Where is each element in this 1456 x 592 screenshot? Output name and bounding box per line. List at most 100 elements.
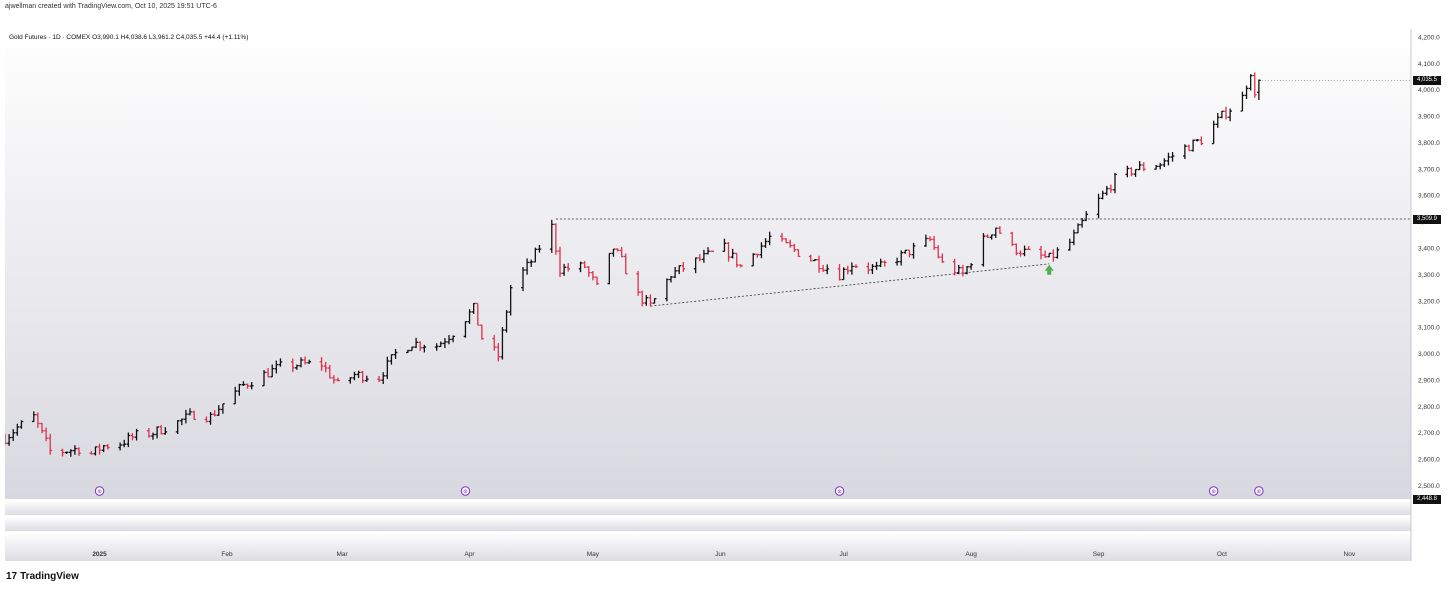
ohlc-bar bbox=[665, 278, 669, 302]
ohlc-bar bbox=[184, 409, 188, 424]
ohlc-bar bbox=[1113, 172, 1117, 194]
ohlc-bar bbox=[874, 261, 879, 270]
event-marker-icon[interactable]: ⊛ bbox=[834, 486, 845, 496]
ohlc-bar bbox=[1072, 229, 1076, 246]
ohlc-bar bbox=[1043, 250, 1047, 259]
symbol-legend[interactable]: Gold Futures · 1D · COMEX O3,990.1 H4,03… bbox=[9, 34, 249, 41]
ohlc-bar bbox=[1141, 162, 1146, 172]
ohlc-bar bbox=[673, 266, 677, 279]
ohlc-bar bbox=[640, 290, 645, 307]
ohlc-bar bbox=[1240, 91, 1245, 112]
chart-caption: ajwellman created with TradingView.com, … bbox=[5, 3, 217, 10]
ohlc-bar bbox=[323, 361, 328, 373]
event-marker-icon[interactable]: ⊛ bbox=[94, 486, 105, 496]
price-tick-label: 3,200.0 bbox=[1418, 298, 1440, 305]
ohlc-bar bbox=[48, 433, 53, 455]
ohlc-bar bbox=[870, 263, 875, 275]
time-axis[interactable]: 2025 Feb Mar Apr May Jun Jul Aug Sep Oct Nov bbox=[92, 551, 1356, 558]
ohlc-bar bbox=[1154, 165, 1158, 170]
event-marker-ring bbox=[460, 486, 471, 496]
ohlc-bar bbox=[1183, 144, 1187, 160]
ohlc-bar bbox=[508, 284, 513, 316]
price-tick-label: 4,000.0 bbox=[1418, 87, 1440, 94]
time-tick-label: Mar bbox=[337, 551, 349, 558]
ohlc-bar bbox=[438, 341, 443, 348]
ohlc-bar bbox=[965, 266, 969, 275]
event-marker-icon[interactable]: ⊛ bbox=[460, 486, 471, 496]
ohlc-bar bbox=[385, 356, 390, 380]
ohlc-bar bbox=[911, 242, 916, 259]
ohlc-bar bbox=[389, 354, 394, 365]
price-chart[interactable]: 2,500.0 2,600.0 2,700.0 2,800.0 2,900.0 3,000… bbox=[5, 29, 1451, 561]
price-tick-label: 2,800.0 bbox=[1418, 404, 1440, 411]
ohlc-bar bbox=[1215, 113, 1220, 128]
trend-line bbox=[650, 263, 1050, 307]
ohlc-bars[interactable] bbox=[5, 72, 1261, 457]
ohlc-bar bbox=[307, 359, 312, 364]
ohlc-bar bbox=[706, 247, 710, 255]
ohlc-bar bbox=[533, 247, 538, 263]
ohlc-bar bbox=[1187, 144, 1191, 152]
ohlc-bar bbox=[591, 270, 595, 281]
time-tick-label: 2025 bbox=[92, 551, 107, 558]
ohlc-bar bbox=[866, 262, 871, 275]
event-marker-ring bbox=[834, 486, 845, 496]
ohlc-bar bbox=[1096, 193, 1101, 219]
ohlc-bar bbox=[93, 446, 98, 456]
ohlc-bar bbox=[841, 267, 846, 281]
ohlc-bar bbox=[644, 295, 649, 306]
ohlc-bar bbox=[623, 253, 628, 275]
chart-frame[interactable]: 2,500.0 2,600.0 2,700.0 2,800.0 2,900.0 3,000… bbox=[5, 29, 1451, 561]
ohlc-bar bbox=[336, 377, 340, 382]
ohlc-bar bbox=[1199, 136, 1204, 146]
ohlc-bar bbox=[702, 249, 706, 263]
ohlc-bar bbox=[1080, 218, 1084, 228]
ohlc-bar bbox=[956, 264, 961, 275]
ohlc-bar bbox=[636, 271, 640, 296]
event-marker-glyph: ⊛ bbox=[1257, 489, 1262, 495]
ohlc-bar bbox=[134, 428, 139, 441]
ohlc-bar bbox=[854, 264, 858, 269]
ohlc-bar bbox=[1211, 120, 1216, 145]
ohlc-bar bbox=[525, 258, 529, 275]
ohlc-bar bbox=[299, 357, 303, 368]
ohlc-bar bbox=[895, 257, 899, 266]
ohlc-bar bbox=[496, 343, 501, 362]
ohlc-bar bbox=[607, 252, 612, 285]
ohlc-bar bbox=[126, 432, 131, 448]
ohlc-bar bbox=[993, 227, 998, 238]
event-marker-icon[interactable]: ⊛ bbox=[1254, 486, 1264, 496]
ohlc-bar bbox=[262, 370, 266, 387]
ohlc-bar bbox=[175, 420, 180, 435]
ohlc-bar bbox=[648, 294, 653, 307]
ohlc-bar bbox=[44, 427, 48, 442]
ohlc-bar bbox=[1220, 110, 1224, 119]
ohlc-bar bbox=[808, 254, 813, 262]
ohlc-bar bbox=[952, 258, 957, 276]
ohlc-bar bbox=[1133, 168, 1138, 177]
ohlc-bar bbox=[730, 248, 735, 259]
ohlc-bar bbox=[463, 321, 468, 338]
ohlc-bar bbox=[1076, 223, 1080, 234]
tradingview-logo[interactable]: 17 TradingView bbox=[6, 571, 79, 582]
ohlc-bar bbox=[1228, 108, 1232, 122]
ohlc-bar bbox=[837, 264, 842, 281]
ohlc-bar bbox=[179, 418, 184, 426]
price-axis[interactable]: 2,500.0 2,600.0 2,700.0 2,800.0 2,900.0 3,000… bbox=[1418, 34, 1440, 490]
ohlc-bar bbox=[788, 239, 793, 248]
ohlc-bar bbox=[1014, 243, 1019, 256]
ohlc-bar bbox=[821, 265, 825, 272]
ohlc-bar bbox=[270, 364, 275, 378]
ohlc-bar bbox=[1129, 167, 1134, 177]
ohlc-bar bbox=[1067, 238, 1072, 251]
ohlc-bar bbox=[615, 248, 620, 252]
drawing-annotations[interactable] bbox=[555, 80, 1411, 307]
event-markers[interactable]: ⊛ ⊛ ⊛ ⊛ ⊛ bbox=[94, 486, 1264, 496]
ohlc-bar bbox=[767, 231, 772, 246]
event-marker-icon[interactable]: ⊛ bbox=[1208, 486, 1219, 496]
ohlc-bar bbox=[726, 242, 731, 262]
ohlc-bar bbox=[11, 429, 16, 442]
ohlc-bar bbox=[1257, 79, 1261, 100]
ohlc-bar bbox=[422, 344, 427, 353]
time-tick-label: Jul bbox=[840, 551, 849, 558]
